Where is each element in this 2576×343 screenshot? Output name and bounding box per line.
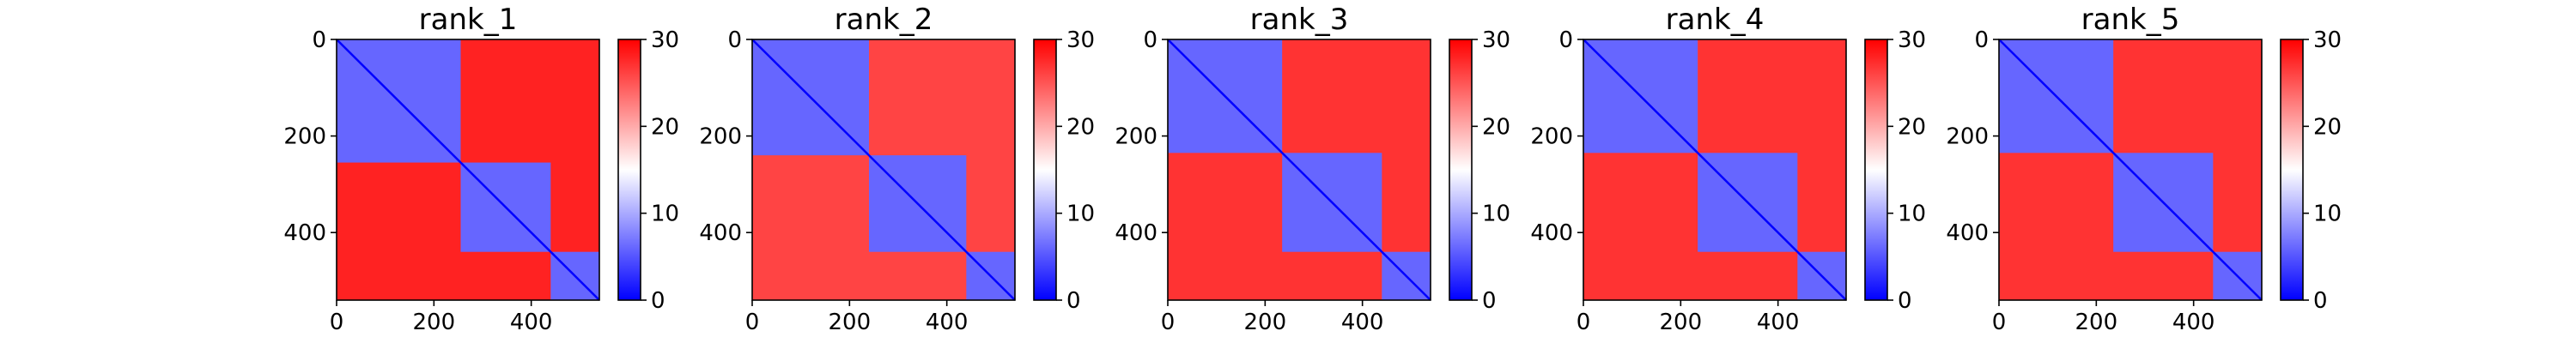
y-tick-label: 400 <box>1946 220 1989 246</box>
colorbar-frame <box>1449 39 1473 301</box>
y-tick-label: 200 <box>699 124 742 150</box>
x-tick-label: 0 <box>330 310 344 335</box>
y-tick-label: 200 <box>1530 124 1573 150</box>
y-tick-label: 0 <box>1143 27 1157 53</box>
panel-2: rank_2 0 200 400 0 200 400 0 10 20 30 <box>699 3 1095 335</box>
colorbar <box>1865 39 1887 300</box>
x-tick-label: 0 <box>1992 310 2007 335</box>
heatmap-diagonal <box>1583 39 1847 301</box>
panel-title: rank_5 <box>2081 3 2180 37</box>
y-tick-label: 0 <box>1974 27 1989 53</box>
heatmap-frame <box>1998 39 2263 301</box>
panel-4: rank_4 0 200 400 0 200 400 0 10 20 30 <box>1530 3 1926 335</box>
colorbar-tick-label: 10 <box>651 202 679 227</box>
y-tick-label: 200 <box>1946 124 1989 150</box>
colorbar-tick-label: 0 <box>1066 288 1081 314</box>
x-tick-label: 400 <box>1341 310 1384 335</box>
colorbar-frame <box>2280 39 2304 301</box>
colorbar-frame <box>617 39 641 301</box>
heatmap-frame <box>1167 39 1431 301</box>
x-tick-label: 0 <box>1577 310 1591 335</box>
panel-5: rank_5 0 200 400 0 200 400 0 10 20 30 <box>1946 3 2342 335</box>
y-tick-label: 400 <box>283 220 326 246</box>
colorbar-tick-label: 30 <box>1066 27 1095 53</box>
panel-title: rank_2 <box>835 3 933 37</box>
y-tick-label: 200 <box>1115 124 1157 150</box>
y-tick-label: 400 <box>1115 220 1157 246</box>
colorbar-tick-label: 0 <box>2313 288 2328 314</box>
colorbar-tick-label: 10 <box>2313 202 2342 227</box>
colorbar-tick-label: 20 <box>1898 114 1926 140</box>
y-tick-label: 0 <box>312 27 326 53</box>
heatmap-frame <box>1583 39 1847 301</box>
x-tick-label: 400 <box>2172 310 2215 335</box>
x-tick-label: 200 <box>829 310 872 335</box>
panel-title: rank_4 <box>1666 3 1765 37</box>
heatmap-frame <box>336 39 600 301</box>
colorbar-tick-label: 0 <box>1482 288 1497 314</box>
colorbar-tick-label: 10 <box>1482 202 1510 227</box>
colorbar-tick-label: 10 <box>1066 202 1095 227</box>
y-tick-label: 0 <box>1558 27 1573 53</box>
heatmap-diagonal <box>751 39 1016 301</box>
colorbar-tick-label: 0 <box>651 288 665 314</box>
colorbar <box>618 39 641 300</box>
x-tick-label: 0 <box>745 310 760 335</box>
colorbar-tick-label: 30 <box>1482 27 1510 53</box>
colorbar <box>1449 39 1472 300</box>
colorbar-tick-label: 0 <box>1898 288 1912 314</box>
y-tick-label: 0 <box>727 27 742 53</box>
colorbar-tick-label: 20 <box>651 114 679 140</box>
heatmap-diagonal <box>1998 39 2263 301</box>
y-tick-label: 200 <box>283 124 326 150</box>
panel-1: rank_1 0 200 400 0 200 400 0 10 20 30 <box>283 3 679 335</box>
colorbar-tick-label: 10 <box>1898 202 1926 227</box>
y-tick-label: 400 <box>699 220 742 246</box>
colorbar-tick-label: 30 <box>1898 27 1926 53</box>
panel-title: rank_1 <box>419 3 518 37</box>
colorbar-tick-label: 20 <box>2313 114 2342 140</box>
x-tick-label: 400 <box>510 310 553 335</box>
heatmap-frame <box>751 39 1016 301</box>
x-tick-label: 400 <box>1757 310 1800 335</box>
colorbar <box>2281 39 2303 300</box>
x-tick-label: 200 <box>1244 310 1287 335</box>
panel-3: rank_3 0 200 400 0 200 400 0 10 20 30 <box>1115 3 1510 335</box>
colorbar-frame <box>1033 39 1057 301</box>
x-tick-label: 200 <box>413 310 456 335</box>
colorbar <box>1034 39 1056 300</box>
heatmap-diagonal <box>336 39 600 301</box>
colorbar-tick-label: 30 <box>651 27 679 53</box>
colorbar-tick-label: 30 <box>2313 27 2342 53</box>
y-tick-label: 400 <box>1530 220 1573 246</box>
x-tick-label: 0 <box>1161 310 1176 335</box>
colorbar-frame <box>1864 39 1888 301</box>
x-tick-label: 200 <box>1660 310 1703 335</box>
colorbar-tick-label: 20 <box>1066 114 1095 140</box>
colorbar-tick-label: 20 <box>1482 114 1510 140</box>
x-tick-label: 400 <box>926 310 969 335</box>
x-tick-label: 200 <box>2075 310 2118 335</box>
panel-title: rank_3 <box>1250 3 1349 37</box>
heatmap-diagonal <box>1167 39 1431 301</box>
